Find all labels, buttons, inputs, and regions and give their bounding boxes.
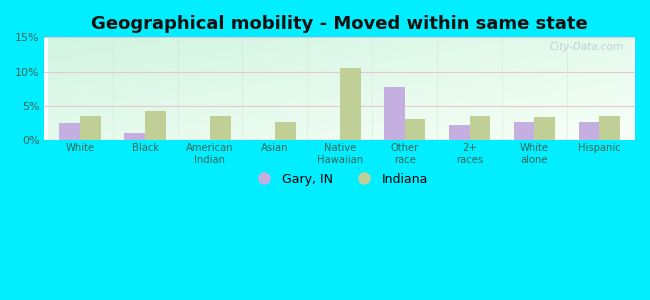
Bar — [210, 116, 231, 140]
Title: Geographical mobility - Moved within same state: Geographical mobility - Moved within sam… — [92, 15, 588, 33]
Bar — [405, 119, 425, 140]
Bar — [124, 133, 145, 140]
Legend: Gary, IN, Indiana: Gary, IN, Indiana — [247, 167, 433, 190]
Text: City-Data.com: City-Data.com — [549, 43, 623, 52]
Bar — [448, 125, 469, 140]
Bar — [578, 122, 599, 140]
Bar — [145, 111, 166, 140]
Bar — [340, 68, 361, 140]
Bar — [384, 87, 405, 140]
Bar — [534, 117, 555, 140]
Bar — [275, 122, 296, 140]
Bar — [599, 116, 620, 140]
Bar — [59, 123, 80, 140]
Bar — [469, 116, 490, 140]
Bar — [514, 122, 534, 140]
Bar — [80, 116, 101, 140]
